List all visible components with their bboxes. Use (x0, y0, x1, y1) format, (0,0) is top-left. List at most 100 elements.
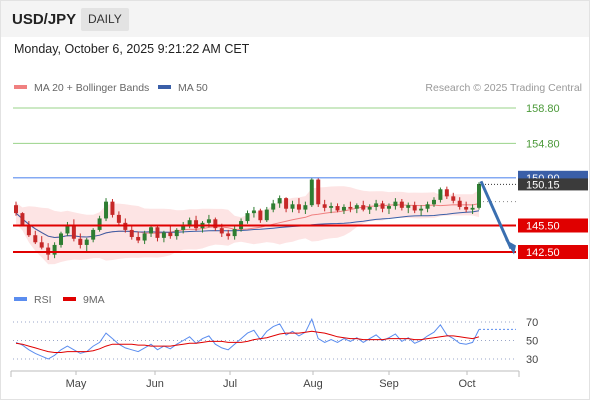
candle-body (245, 213, 250, 222)
candle-body (457, 200, 462, 207)
x-tick-label: Aug (303, 378, 323, 390)
rsi-legend: RSI 9MA (14, 294, 105, 306)
candle-body (374, 203, 379, 207)
candle-body (20, 213, 25, 225)
rsi-tick-label: 70 (526, 317, 538, 329)
x-tick-label: Jun (146, 378, 164, 390)
timeframe-button[interactable]: DAILY (81, 8, 129, 31)
candle-body (84, 239, 89, 245)
candle-body (39, 242, 44, 248)
scenario-arrow (479, 180, 513, 250)
candle-body (26, 224, 31, 236)
x-tick-label: Sep (379, 378, 399, 390)
candle-body (419, 208, 424, 211)
candle-body (187, 220, 192, 225)
candle-body (277, 198, 282, 204)
candle-body (303, 205, 308, 210)
current-price-label: 150.15 (526, 179, 560, 191)
legend-swatch (158, 85, 171, 89)
watermark-text: Research © 2025 Trading Central (425, 82, 582, 94)
candle-body (393, 201, 398, 207)
candle-body (142, 233, 147, 241)
support-level-tag (518, 245, 588, 259)
support-level-tag (518, 218, 588, 233)
candle-body (71, 224, 76, 239)
candle-body (386, 206, 391, 209)
candle-body (329, 206, 334, 208)
rsi-ma-line (15, 330, 480, 353)
x-tick-label: Oct (458, 378, 475, 390)
candle-body (161, 232, 166, 238)
current-price-tag (518, 178, 588, 191)
candle-body (14, 205, 18, 214)
candle-body (290, 204, 295, 209)
candle-body (136, 236, 141, 241)
candle-body (219, 228, 224, 234)
legend-swatch (14, 297, 27, 301)
candle-body (412, 205, 417, 211)
candle-body (431, 199, 436, 205)
candle-body (464, 206, 469, 210)
candle-body (361, 205, 366, 210)
rsi-tick-label: 30 (526, 354, 538, 366)
candle-body (335, 206, 340, 211)
candle-body (232, 229, 237, 237)
candle-body (451, 196, 456, 201)
candle-body (322, 204, 327, 208)
candle-body (181, 224, 186, 230)
legend-label: MA 50 (178, 82, 208, 94)
candle-body (168, 232, 173, 237)
candle-body (258, 210, 263, 221)
candle-body (97, 218, 102, 230)
legend-swatch (14, 85, 27, 89)
rsi-line (15, 317, 480, 360)
candle-body (425, 204, 430, 209)
datetime-label: Monday, October 6, 2025 9:21:22 AM CET (14, 42, 250, 56)
target-level-label: 158.80 (526, 103, 560, 115)
candle-body (309, 179, 314, 206)
candle-body (104, 201, 109, 219)
scenario-arrow-head (505, 239, 516, 255)
candle-body (91, 229, 96, 240)
legend-label: MA 20 + Bollinger Bands (34, 82, 149, 94)
candle-body (354, 205, 359, 209)
x-tick-label: May (66, 378, 87, 390)
candle-body (399, 201, 404, 208)
candle-body (52, 244, 57, 255)
support-level-label: 142.50 (526, 247, 560, 259)
candle-body (155, 227, 160, 238)
legend-label: RSI (34, 294, 52, 306)
candle-body (206, 219, 211, 223)
candle-body (116, 214, 121, 223)
candle-body (65, 224, 70, 234)
candle-body (341, 206, 346, 211)
candle-body (33, 235, 38, 243)
candle-body (174, 229, 179, 237)
candle-body (264, 209, 269, 221)
target-level-label: 154.80 (526, 138, 560, 150)
candle-body (438, 189, 443, 200)
candle-body (213, 219, 218, 229)
candle-body (59, 233, 64, 245)
candle-body (129, 229, 134, 237)
candle-body (149, 227, 154, 234)
candle-body (348, 206, 353, 209)
rsi-tick-label: 50 (526, 336, 538, 348)
legend-label: 9MA (83, 294, 105, 306)
support-level-label: 145.50 (526, 220, 560, 232)
candle-body (316, 179, 321, 205)
candle-body (226, 233, 231, 237)
chart-header: USD/JPY DAILY (1, 1, 589, 37)
candle-body (284, 198, 289, 209)
candle-body (296, 204, 301, 210)
candle-body (477, 183, 481, 208)
main-legend: MA 20 + Bollinger Bands MA 50 (14, 82, 208, 94)
candle-body (406, 205, 411, 208)
candle-body (78, 238, 83, 245)
candle-body (380, 203, 385, 209)
legend-swatch (63, 297, 76, 301)
candle-body (110, 201, 115, 215)
candle-body (251, 210, 256, 214)
